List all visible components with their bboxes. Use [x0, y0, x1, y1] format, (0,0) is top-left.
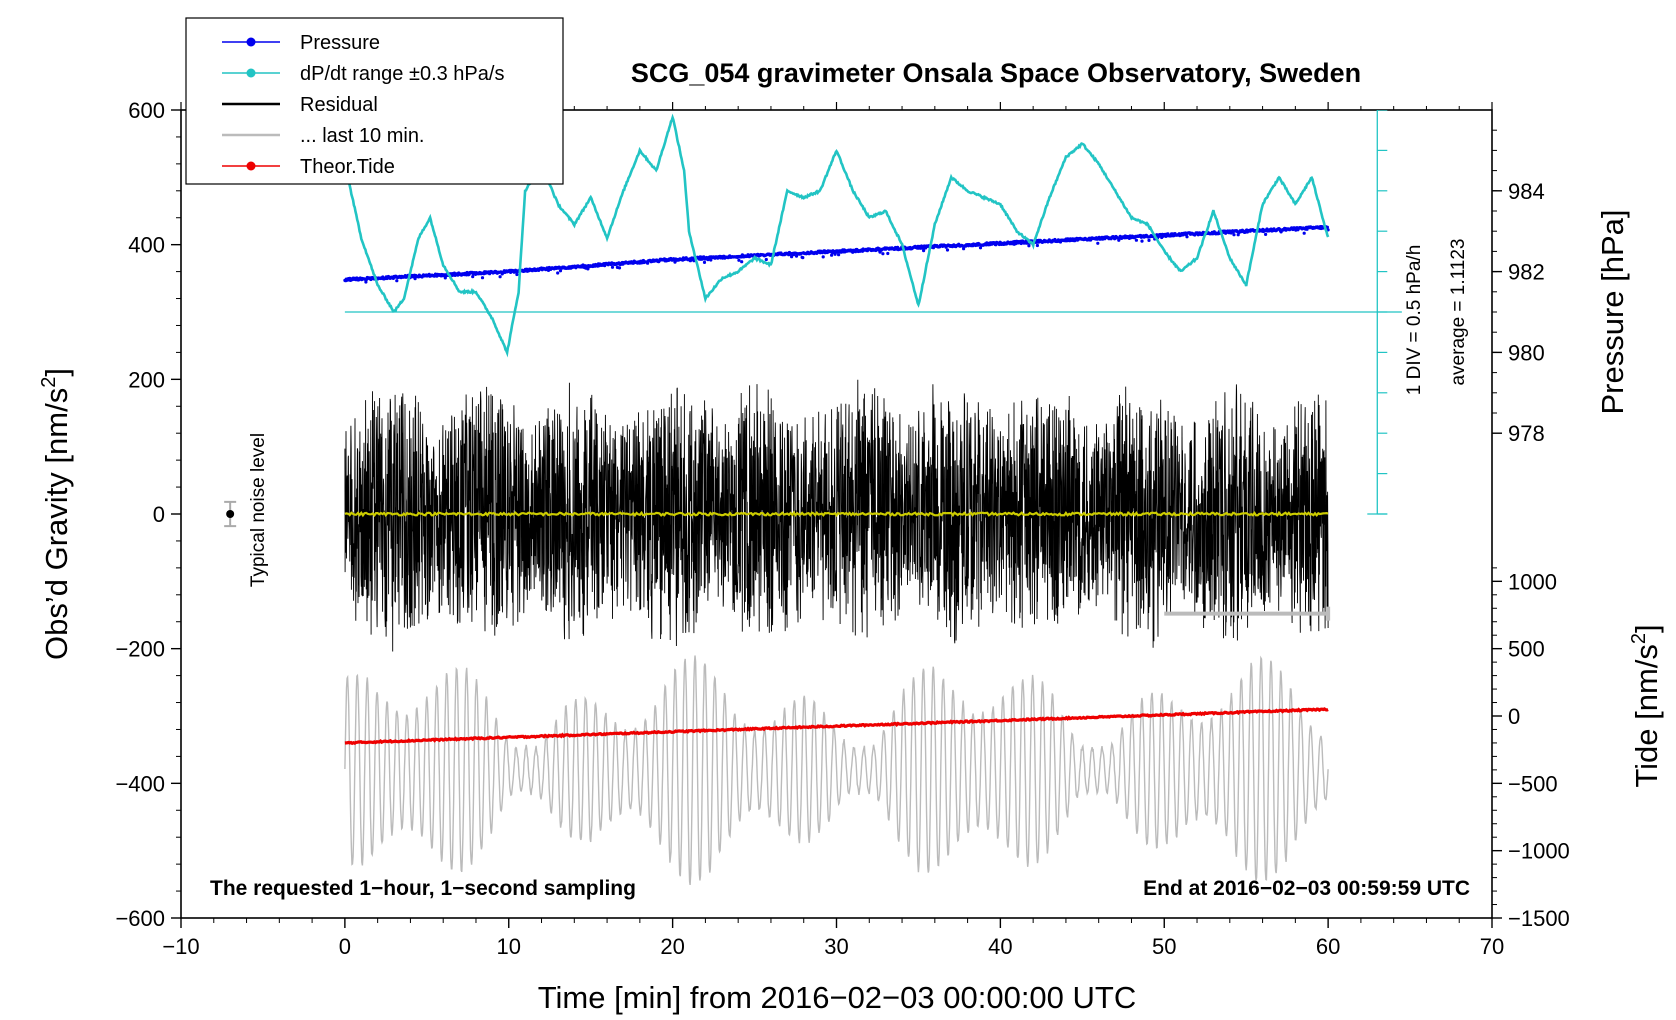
- y-tick-label-2: 200: [128, 367, 165, 392]
- pressure-tick-label-1: 982: [1508, 260, 1545, 285]
- pressure-tick-label-2: 980: [1508, 340, 1545, 365]
- residual-trace: [344, 379, 1329, 652]
- pressure-trace: [343, 225, 1330, 284]
- tide-tick-label-3: −500: [1508, 771, 1558, 796]
- theor-tide-trace: [344, 707, 1329, 746]
- end-time-note: End at 2016−02−03 00:59:59 UTC: [1143, 877, 1470, 900]
- legend-label-4: Theor.Tide: [300, 156, 395, 178]
- y-axis-label-left-close: ]: [39, 368, 74, 377]
- legend-label-3: ... last 10 min.: [300, 125, 425, 147]
- chart-title: SCG_054 gravimeter Onsala Space Observat…: [631, 58, 1361, 88]
- x-tick-label-5: 40: [988, 934, 1012, 959]
- y-tick-label-3: 0: [153, 502, 165, 527]
- legend-label-0: Pressure: [300, 32, 380, 54]
- legend: Pressure dP/dt range ±0.3 hPa/s Residual..…: [185, 17, 564, 185]
- y-tick-label-1: 400: [128, 233, 165, 258]
- pressure-tick-label-3: 978: [1508, 421, 1545, 446]
- gravity-gray-trace: [344, 655, 1329, 886]
- legend-marker-4: [246, 161, 256, 171]
- legend-marker-1: [246, 68, 256, 78]
- y-axis-label-tide: Tide [nm/s2]: [1628, 624, 1664, 787]
- tide-tick-label-5: −1500: [1508, 906, 1570, 931]
- y-tick-label-4: −200: [115, 637, 165, 662]
- noise-dot: [226, 510, 235, 518]
- pressure-tick-label-0: 984: [1508, 179, 1545, 204]
- y-tick-label-0: 600: [128, 98, 165, 123]
- pressure-average-label: average = 1.1123: [1448, 238, 1469, 385]
- y-tick-label-5: −400: [115, 771, 165, 796]
- x-tick-label-1: 0: [339, 934, 351, 959]
- tide-tick-label-0: 1000: [1508, 569, 1557, 594]
- legend-marker-0: [246, 37, 256, 47]
- y-tick-label-6: −600: [115, 906, 165, 931]
- x-tick-label-4: 30: [824, 934, 848, 959]
- y-axis-label-tide-text: Tide [nm/s: [1629, 644, 1664, 788]
- tide-tick-label-1: 500: [1508, 637, 1545, 662]
- y-axis-label-left: Obs’d Gravity [nm/s2]: [38, 368, 74, 660]
- tide-tick-label-2: 0: [1508, 704, 1520, 729]
- y-axis-label-left-sup: 2: [38, 377, 60, 388]
- noise-level-label: Typical noise level: [248, 433, 269, 587]
- legend-label-2: Residual: [300, 94, 378, 116]
- y-axis-label-pressure: Pressure [hPa]: [1595, 209, 1630, 414]
- y-axis-label-tide-close: ]: [1629, 624, 1664, 633]
- x-tick-label-6: 50: [1152, 934, 1176, 959]
- y-axis-label-left-text: Obs’d Gravity [nm/s: [39, 388, 74, 660]
- x-tick-label-7: 60: [1316, 934, 1340, 959]
- x-tick-label-2: 10: [497, 934, 521, 959]
- y-axis-label-tide-sup: 2: [1628, 633, 1650, 644]
- pressure-scale-label: 1 DIV = 0.5 hPa/h: [1404, 245, 1425, 396]
- dpdt-trace: [343, 113, 1330, 358]
- x-tick-label-0: −10: [162, 934, 199, 959]
- sampling-note: The requested 1−hour, 1−second sampling: [210, 877, 636, 900]
- legend-label-1: dP/dt range ±0.3 hPa/s: [300, 63, 504, 85]
- x-axis-label: Time [min] from 2016−02−03 00:00:00 UTC: [538, 980, 1137, 1015]
- residual-mean-trace: [344, 510, 1329, 518]
- tide-tick-label-4: −1000: [1508, 839, 1570, 864]
- x-tick-label-3: 20: [660, 934, 684, 959]
- x-tick-label-8: 70: [1480, 934, 1504, 959]
